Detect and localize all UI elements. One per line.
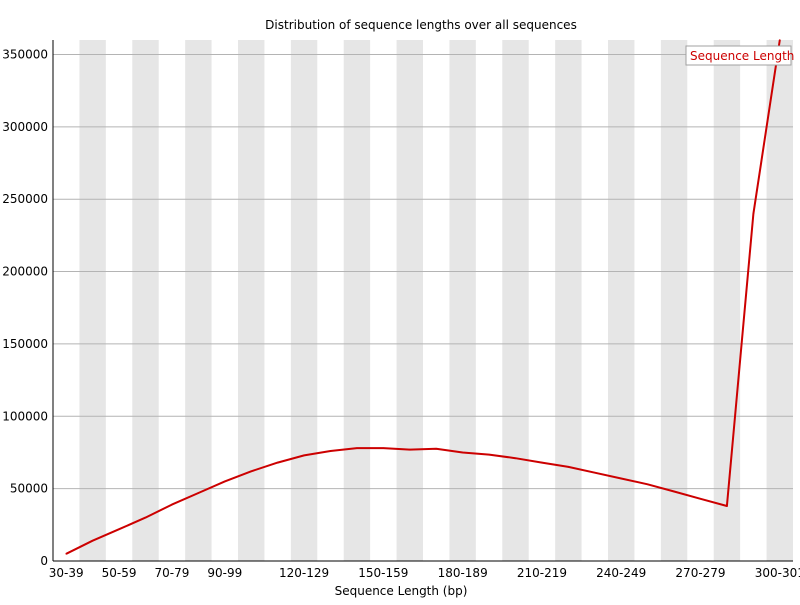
background-band [660,40,688,561]
data-point [356,447,358,449]
data-point [726,505,728,507]
data-point [435,448,438,450]
y-tick-label: 0 [40,554,48,568]
x-tick-label: 70-79 [154,566,189,580]
x-tick-label: 210-219 [517,566,567,580]
x-tick-label: 300-301 [755,566,800,580]
background-band [185,40,212,561]
x-tick-label: 30-39 [49,566,84,580]
data-point [408,448,411,451]
gridlines [53,53,793,490]
background-band [713,40,741,561]
background-band [79,40,106,561]
x-tick-label: 180-189 [438,566,488,580]
legend-entry-sequence-length: Sequence Length [690,49,794,63]
data-point [65,552,68,555]
data-point [541,461,543,464]
background-band [343,40,371,561]
data-point [673,490,675,493]
data-point [752,212,755,215]
data-point [593,471,596,474]
x-tick-label: 50-59 [102,566,137,580]
data-point [171,503,173,506]
legend: Sequence Length [685,45,794,66]
chart-title: Distribution of sequence lengths over al… [265,18,577,32]
data-point [488,453,490,456]
x-tick-label: 270-279 [675,566,725,580]
data-point [778,39,781,41]
background-band [449,40,476,561]
data-point [276,461,279,464]
background-band [132,40,159,561]
y-tick-label: 150000 [2,337,48,351]
data-point [329,450,332,452]
series-line-sequence-length [65,39,781,555]
x-axis-ticks: 30-39 50-59 70-79 90-99 120-129 150-159 180-18… [49,566,800,580]
data-point [699,497,702,500]
x-tick-label: 90-99 [207,566,242,580]
data-point [118,528,120,530]
data-point [250,470,253,473]
data-point [197,492,200,494]
background-band [766,40,793,561]
data-point [382,447,385,449]
x-tick-label: 240-249 [596,566,646,580]
y-tick-label: 350000 [2,47,48,61]
x-axis-label: Sequence Length (bp) [335,584,468,598]
x-tick-label: 150-159 [358,566,408,580]
alternating-bands [79,40,793,561]
data-point [567,466,570,468]
data-point [91,539,94,542]
data-point [461,451,464,454]
background-band [290,40,318,561]
legend-box [685,45,792,66]
data-point [620,477,623,480]
data-point [223,480,226,483]
y-tick-label: 100000 [2,409,48,423]
y-axis-ticks: 0 50000 100000 150000 200000 250000 300000 3500… [2,47,48,568]
y-tick-label: 300000 [2,120,48,134]
y-tick-label: 200000 [2,265,48,279]
x-tick-label: 120-129 [279,566,329,580]
background-band [555,40,582,561]
series-layer [65,39,781,555]
data-point [303,454,305,457]
background-band [396,40,423,561]
data-point [144,516,147,519]
background-band [502,40,529,561]
y-tick-label: 250000 [2,192,48,206]
data-point [514,457,517,460]
y-tick-label: 50000 [10,482,48,496]
background-band [238,40,265,561]
background-band [608,40,635,561]
data-point [646,483,649,486]
